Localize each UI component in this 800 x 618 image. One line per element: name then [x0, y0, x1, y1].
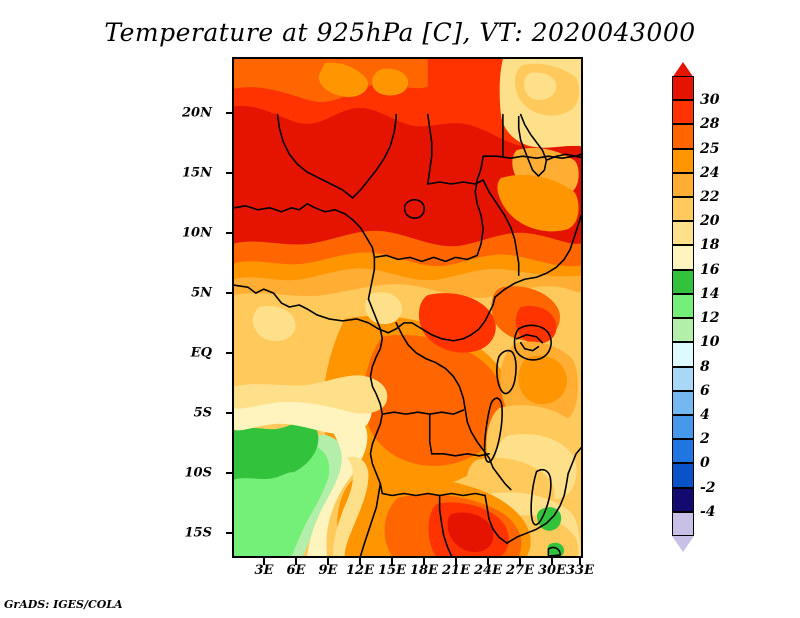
colorbar-band — [672, 463, 694, 488]
x-tick-mark — [455, 558, 457, 565]
colorbar-tick-label: 28 — [700, 116, 720, 133]
x-tick-label-3E: 3E — [254, 563, 274, 578]
x-tick-mark — [263, 558, 265, 565]
y-tick-mark — [226, 412, 233, 414]
colorbar-band — [672, 390, 694, 415]
colorbar-tick-label: 4 — [700, 406, 710, 423]
colorbar-band — [672, 197, 694, 222]
x-tick-label-33E: 33E — [566, 563, 594, 578]
colorbar-tick-label: 14 — [700, 285, 720, 302]
x-tick-mark — [295, 558, 297, 565]
temperature-heatmap — [234, 59, 581, 556]
colorbar-band — [672, 124, 694, 149]
map-borders — [234, 113, 581, 556]
x-tick-mark — [487, 558, 489, 565]
x-tick-label-30E: 30E — [538, 563, 566, 578]
colorbar-band — [672, 439, 694, 464]
colorbar-band — [672, 76, 694, 101]
y-tick-label-5S: 5S — [193, 405, 212, 421]
colorbar-tick-label: 30 — [700, 92, 720, 109]
colorbar-band — [672, 318, 694, 343]
y-tick-label-10S: 10S — [184, 465, 212, 481]
colorbar-tick-label: 8 — [700, 358, 710, 375]
colorbar-tick-label: -4 — [700, 503, 716, 520]
y-tick-label-EQ: EQ — [190, 345, 212, 361]
colorbar-tick-label: 2 — [700, 431, 710, 448]
colorbar-tick-label: 12 — [700, 310, 720, 327]
y-tick-mark — [226, 352, 233, 354]
colorbar-tick-label: 6 — [700, 382, 710, 399]
y-tick-mark — [226, 112, 233, 114]
colorbar-tick-label: 18 — [700, 237, 720, 254]
x-tick-label-24E: 24E — [474, 563, 502, 578]
x-tick-label-15E: 15E — [378, 563, 406, 578]
y-tick-mark — [226, 532, 233, 534]
x-tick-label-6E: 6E — [286, 563, 306, 578]
colorbar-tick-label: -2 — [700, 479, 716, 496]
colorbar-band — [672, 269, 694, 294]
colorbar-band — [672, 366, 694, 391]
colorbar-band — [672, 221, 694, 246]
colorbar-band — [672, 148, 694, 173]
colorbar-tick-label: 25 — [700, 140, 720, 157]
x-tick-mark — [551, 558, 553, 565]
y-tick-label-20N: 20N — [182, 105, 212, 121]
y-tick-mark — [226, 232, 233, 234]
colorbar — [672, 76, 694, 536]
y-tick-mark — [226, 292, 233, 294]
x-tick-label-18E: 18E — [410, 563, 438, 578]
y-tick-mark — [226, 472, 233, 474]
map-plot-area — [232, 57, 583, 558]
colorbar-band — [672, 487, 694, 512]
colorbar-band — [672, 511, 694, 536]
y-tick-label-15N: 15N — [182, 165, 212, 181]
y-tick-label-15S: 15S — [184, 525, 212, 541]
x-tick-label-27E: 27E — [506, 563, 534, 578]
attribution-label: GrADS: IGES/COLA — [4, 598, 123, 611]
colorbar-band — [672, 293, 694, 319]
y-tick-label-10N: 10N — [182, 225, 212, 241]
colorbar-tick-label: 24 — [700, 164, 720, 181]
colorbar-tick-label: 0 — [700, 455, 710, 472]
x-tick-mark — [423, 558, 425, 565]
x-tick-label-12E: 12E — [346, 563, 374, 578]
x-tick-mark — [359, 558, 361, 565]
colorbar-band — [672, 342, 694, 367]
colorbar-band — [672, 245, 694, 270]
colorbar-tick-label: 22 — [700, 189, 720, 206]
colorbar-tick-label: 16 — [700, 261, 720, 278]
colorbar-band — [672, 100, 694, 125]
x-tick-mark — [391, 558, 393, 565]
y-tick-mark — [226, 172, 233, 174]
y-tick-label-5N: 5N — [191, 285, 212, 301]
page-title: Temperature at 925hPa [C], VT: 202004300… — [104, 18, 696, 47]
colorbar-band — [672, 172, 694, 198]
colorbar-tick-label: 10 — [700, 334, 720, 351]
colorbar-tick-label: 20 — [700, 213, 720, 230]
colorbar-arrow-top — [672, 62, 694, 78]
x-tick-mark — [579, 558, 581, 565]
x-tick-mark — [519, 558, 521, 565]
shaded-field — [234, 59, 581, 556]
colorbar-band — [672, 414, 694, 440]
x-tick-label-21E: 21E — [442, 563, 470, 578]
x-tick-label-9E: 9E — [318, 563, 338, 578]
colorbar-arrow-bottom — [672, 536, 694, 552]
x-tick-mark — [327, 558, 329, 565]
